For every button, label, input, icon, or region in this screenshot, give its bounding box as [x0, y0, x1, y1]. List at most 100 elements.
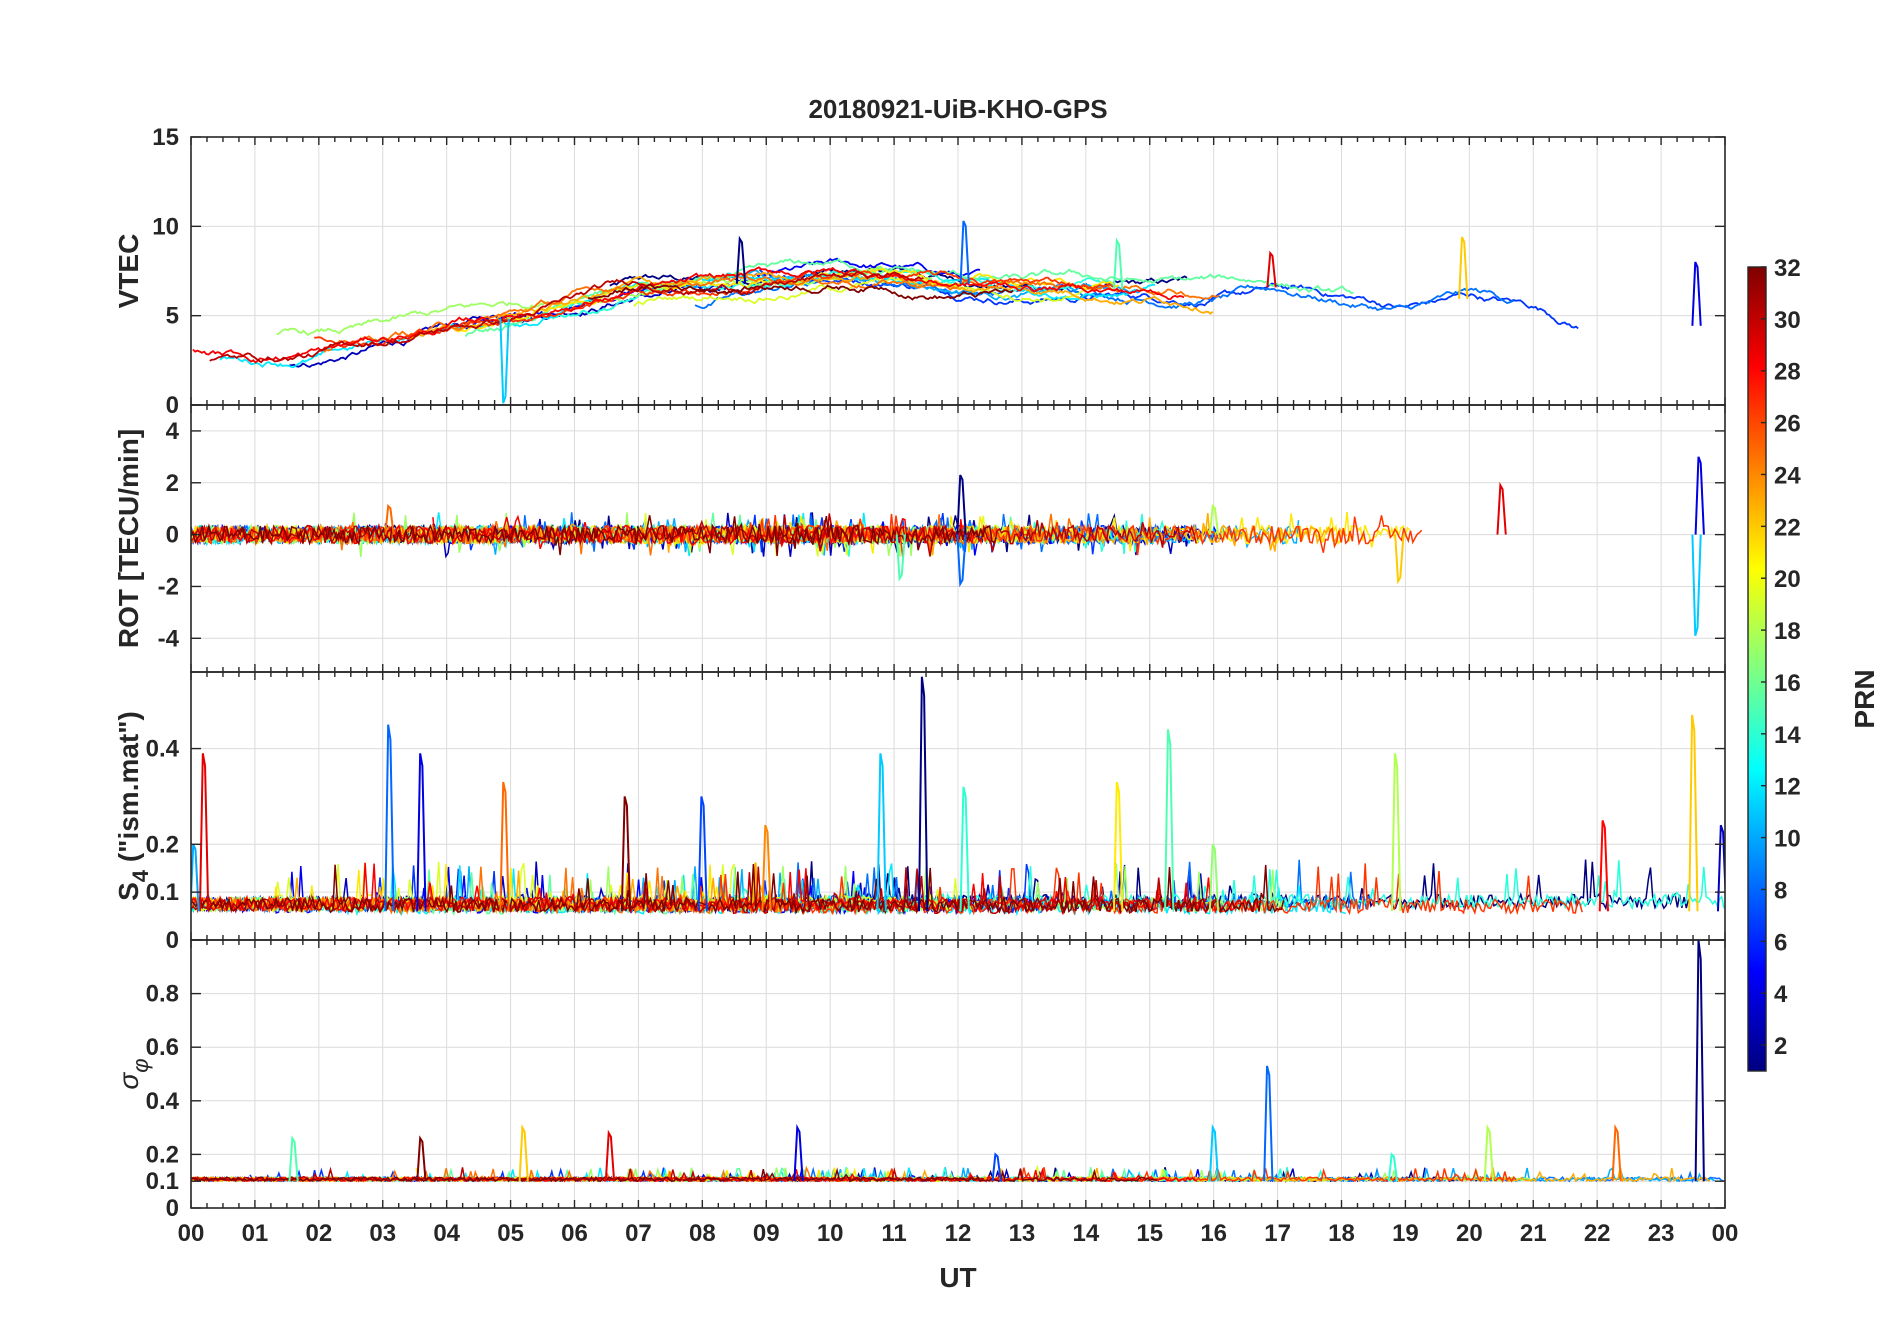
series-spike [956, 474, 967, 535]
panel-4: 00.10.2 0.4 0.6 0.8 σφ [113, 939, 1726, 1222]
colorbar-tick-label: 2 [1774, 1033, 1787, 1060]
series-spike [1694, 940, 1705, 1182]
colorbar-tick-label: 28 [1774, 359, 1801, 386]
series-spike [793, 1123, 804, 1182]
series-spike [1691, 534, 1702, 636]
y-tick-label: -4 [158, 625, 180, 652]
y-tick-label: 10 [152, 213, 179, 240]
x-tick-label: 05 [497, 1220, 524, 1247]
y-axis-label: VTEC [113, 234, 144, 309]
series-spike [1387, 1152, 1399, 1182]
series-spike [735, 235, 747, 284]
y-tick-label: 0.4 [146, 736, 180, 763]
series-line [191, 523, 505, 546]
series-line [191, 1175, 612, 1183]
series-line [191, 894, 284, 913]
panel-2: -4 -2 0 2 4 ROT [TECU/min] [113, 404, 1726, 673]
series-spike [1208, 843, 1220, 912]
series-spike [697, 796, 708, 912]
colorbar-tick-label: 30 [1774, 307, 1801, 334]
panel-1: 0 5 10 15 VTEC [113, 124, 1726, 419]
y-tick-label: 2 [166, 470, 179, 497]
series-spike [918, 676, 929, 912]
series-spike [1112, 237, 1124, 289]
x-tick-label: 15 [1136, 1220, 1163, 1247]
y-tick-label: 0.1 [146, 1168, 179, 1195]
series-spike [604, 1129, 616, 1182]
colorbar-tick-label: 12 [1774, 774, 1801, 801]
series-group [191, 456, 1705, 636]
colorbar-tick-label: 24 [1774, 462, 1801, 489]
x-tick-label: 11 [881, 1220, 906, 1247]
colorbar-tick-label: 20 [1774, 566, 1801, 593]
series-line [191, 1175, 682, 1183]
x-tick-label: 21 [1520, 1220, 1547, 1247]
y-tick-label: 0 [166, 927, 179, 954]
y-tick-label: 0 [166, 1195, 179, 1222]
series-spike [1694, 456, 1705, 535]
series-spike [991, 1152, 1002, 1182]
series-line [587, 283, 1014, 301]
colorbar-tick-label: 6 [1774, 929, 1787, 956]
y-axis-label: σφ [113, 1058, 153, 1089]
colorbar-tick-label: 16 [1774, 670, 1801, 697]
colorbar-scale [1747, 266, 1767, 1072]
series-group [191, 940, 1724, 1184]
series-spike [895, 534, 906, 582]
series-spike [1266, 250, 1277, 288]
series-spike [288, 1135, 299, 1182]
colorbar-tick-label: 32 [1774, 255, 1801, 282]
colorbar-tick-label: 4 [1774, 981, 1788, 1008]
series-spike [1112, 781, 1124, 912]
colorbar-tick-label: 26 [1774, 411, 1801, 438]
series-spike [959, 786, 970, 912]
series-spike [518, 1123, 529, 1182]
x-tick-label: 20 [1456, 1220, 1483, 1247]
x-tick-label: 22 [1584, 1220, 1611, 1247]
series-spike [620, 796, 632, 912]
x-tick-label: 08 [689, 1220, 716, 1247]
series-spike [876, 753, 887, 912]
series-spike [198, 753, 210, 912]
series-spike [1390, 753, 1402, 912]
x-tick-label: 12 [945, 1220, 972, 1247]
series-spike [499, 318, 510, 404]
x-tick-label: 16 [1200, 1220, 1227, 1247]
series-line [209, 270, 924, 364]
series-spike [1208, 503, 1220, 535]
x-tick-label: 00 [1712, 1220, 1739, 1247]
y-tick-label: 0.2 [146, 831, 179, 858]
series-spike [1394, 534, 1405, 585]
y-tick-label: 0 [166, 392, 179, 419]
series-spike [1208, 1123, 1220, 1182]
x-tick-label: 17 [1264, 1220, 1291, 1247]
x-tick-label: 03 [369, 1220, 396, 1247]
series-spike [1263, 1065, 1274, 1182]
y-tick-label: 0.2 [146, 1141, 179, 1168]
x-tick-label: 10 [817, 1220, 844, 1247]
series-line [191, 524, 433, 545]
series-line [282, 864, 1285, 915]
series-spike [384, 724, 395, 912]
colorbar-tick-label: 22 [1774, 514, 1801, 541]
y-axis-label: S4 ("ism.mat") [113, 711, 153, 901]
x-tick-label: 23 [1648, 1220, 1675, 1247]
x-tick-label: 04 [433, 1220, 460, 1247]
series-line [192, 266, 1185, 364]
x-tick-label: 19 [1392, 1220, 1419, 1247]
chart-title: 20180921-UiB-KHO-GPS [808, 94, 1107, 124]
series-spike [384, 503, 395, 535]
y-tick-label: 0.4 [146, 1088, 180, 1115]
panel-3: 0 0.1 0.2 0.4S4 ("ism.mat") [113, 671, 1726, 954]
series-spike [1164, 729, 1175, 912]
y-tick-label: 0.6 [146, 1034, 179, 1061]
y-tick-label: -2 [158, 573, 179, 600]
y-tick-label: 4 [166, 418, 180, 445]
x-tick-label: 01 [242, 1220, 269, 1247]
series-spike [499, 781, 510, 912]
colorbar-label: PRN [1849, 669, 1880, 728]
x-tick-label: 13 [1009, 1220, 1036, 1247]
